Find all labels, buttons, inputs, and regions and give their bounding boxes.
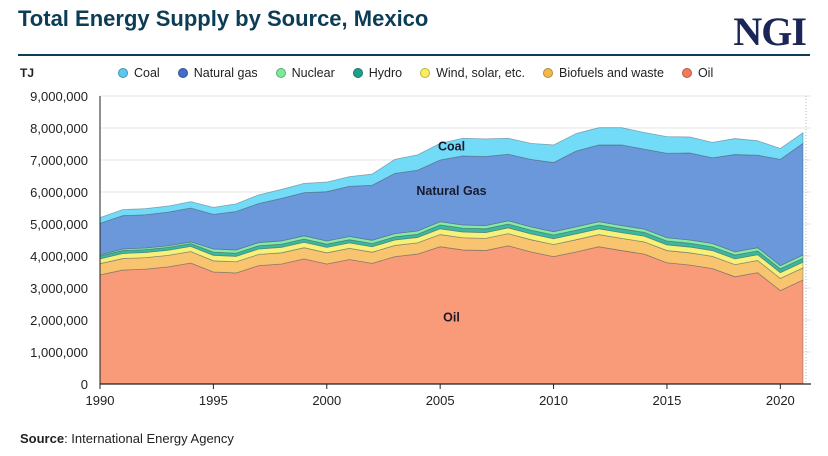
- y-tick-label: 5,000,000: [30, 217, 88, 232]
- legend-swatch-icon: [177, 68, 188, 78]
- area-coal: [99, 127, 804, 224]
- y-tick-label: 2,000,000: [30, 313, 88, 328]
- x-tick-label: 2020: [766, 393, 795, 408]
- legend-swatch-icon: [352, 68, 363, 78]
- chart-title: Total Energy Supply by Source, Mexico: [18, 6, 429, 31]
- y-axis-unit: TJ: [20, 66, 35, 80]
- y-tick-label: 4,000,000: [30, 249, 88, 264]
- x-tick-label: 2015: [652, 393, 681, 408]
- source-label: Source: [20, 431, 65, 446]
- legend-item[interactable]: Hydro: [352, 66, 403, 80]
- legend-swatch-icon: [681, 68, 692, 78]
- ngi-logo: NGI: [733, 9, 807, 54]
- annotation-label: Oil: [443, 311, 460, 325]
- legend-label: Wind, solar, etc.: [436, 66, 526, 80]
- legend-swatch-icon: [118, 68, 128, 78]
- legend-item[interactable]: Biofuels and waste: [543, 66, 664, 80]
- legend-label: Nuclear: [291, 66, 335, 80]
- area-biofuels-and-waste: [99, 233, 804, 292]
- legend-item[interactable]: Natural gas: [177, 66, 258, 80]
- y-tick-label: 8,000,000: [30, 121, 88, 136]
- x-tick-label: 2010: [539, 393, 568, 408]
- legend-label: Coal: [134, 66, 160, 80]
- annotation-label: Coal: [438, 139, 465, 153]
- y-tick-label: 7,000,000: [30, 153, 88, 168]
- legend-label: Natural gas: [193, 66, 258, 80]
- legend-label: Biofuels and waste: [559, 66, 664, 80]
- legend-swatch-icon: [275, 68, 286, 78]
- y-tick-label: 0: [81, 377, 88, 392]
- title-divider: [18, 54, 810, 56]
- legend: Coal Natural gas Nuclear Hydro Wind, solar, …: [118, 66, 713, 80]
- legend-item[interactable]: Nuclear: [275, 66, 335, 80]
- x-tick-label: 1995: [199, 393, 228, 408]
- source-note: Source: International Energy Agency: [20, 431, 234, 446]
- legend-swatch-icon: [543, 68, 554, 78]
- legend-label: Hydro: [368, 66, 403, 80]
- x-tick-label: 2000: [312, 393, 341, 408]
- legend-item[interactable]: Oil: [681, 66, 714, 80]
- source-text: : International Energy Agency: [64, 431, 234, 446]
- area-nuclear: [99, 220, 804, 270]
- y-tick-label: 1,000,000: [30, 345, 88, 360]
- area-wind-solar-etc: [99, 227, 804, 279]
- legend-item[interactable]: Coal: [118, 66, 160, 80]
- area-natural-gas: [99, 142, 804, 267]
- legend-item[interactable]: Wind, solar, etc.: [420, 66, 525, 80]
- x-tick-label: 1990: [86, 393, 115, 408]
- legend-swatch-icon: [420, 68, 431, 78]
- area-hydro: [99, 223, 804, 274]
- annotation-label: Natural Gas: [416, 184, 486, 198]
- x-tick-label: 2005: [426, 393, 455, 408]
- y-tick-label: 3,000,000: [30, 281, 88, 296]
- legend-label: Oil: [697, 66, 714, 80]
- y-tick-label: 9,000,000: [30, 89, 88, 104]
- y-tick-label: 6,000,000: [30, 185, 88, 200]
